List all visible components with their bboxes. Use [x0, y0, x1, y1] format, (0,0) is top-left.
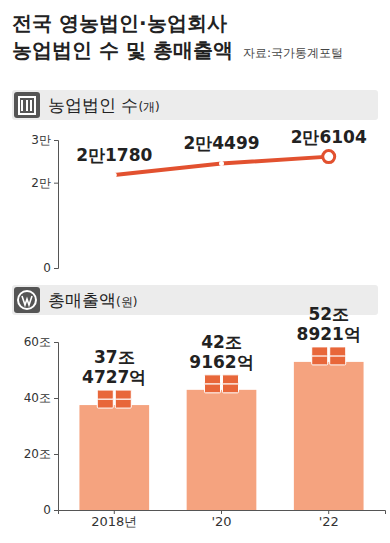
tick: 60조 — [24, 335, 58, 349]
header-title: 농업법인 수(개) — [48, 95, 160, 115]
money-icon — [330, 347, 346, 356]
axis-line — [54, 343, 59, 511]
title-line: 전국 영농법인·농업회사 — [12, 11, 227, 35]
data-label: 37조4727억 — [82, 347, 146, 387]
data-label-line: 52조 — [308, 304, 349, 324]
icon-shape — [22, 296, 32, 305]
money-icon — [97, 390, 113, 399]
data-label: 2만6104 — [291, 127, 367, 147]
money-icon — [223, 384, 239, 393]
money-icon — [115, 399, 131, 408]
plot-area — [79, 362, 363, 510]
tick: 0 — [43, 261, 58, 275]
tick-label: 2만 — [31, 176, 51, 190]
icon-shape — [21, 100, 23, 111]
tick-label: 20조 — [24, 447, 51, 461]
money-icon — [205, 384, 221, 393]
money-icon — [97, 399, 113, 408]
tick-label: 0 — [43, 503, 51, 517]
icon-shape — [19, 97, 35, 114]
axis-unit: (개) — [138, 100, 159, 114]
tick-label: 3만 — [31, 133, 51, 147]
source: 자료:국가통계포털 — [243, 46, 343, 60]
tick: 20조 — [24, 447, 58, 461]
tick-label: '22 — [319, 514, 339, 529]
marker — [112, 173, 117, 178]
money-icon — [115, 390, 131, 399]
chart-title: 총매출액 — [48, 290, 116, 310]
marker — [323, 151, 335, 163]
icon-shape — [30, 100, 32, 111]
tick-label: 2018년 — [91, 514, 137, 529]
money-icon — [205, 375, 221, 384]
data-label-line: 37조 — [94, 347, 135, 367]
tick: 2018년 — [91, 510, 137, 529]
tick: '22 — [319, 510, 339, 529]
data-label: 2만4499 — [183, 133, 259, 153]
tick: 40조 — [24, 391, 58, 405]
data-label: 52조8921억 — [297, 304, 361, 344]
header-icon — [14, 287, 40, 313]
marker — [219, 161, 224, 166]
chart-title: 농업법인 수 — [48, 95, 138, 115]
money-icon — [223, 375, 239, 384]
tick-mark — [54, 268, 58, 269]
header-icon — [14, 92, 40, 118]
money-icon — [312, 356, 328, 365]
title-line: 농업법인 수 및 총매출액 — [12, 38, 233, 62]
tick-mark — [54, 183, 58, 184]
tick-mark — [54, 510, 58, 511]
data-label: 2만1780 — [76, 145, 152, 165]
icon-shape — [18, 291, 36, 309]
tick-label: '20 — [211, 514, 231, 529]
header-title: 총매출액(원) — [48, 290, 137, 310]
x-axis: 2018년 '20 '22 — [59, 510, 386, 529]
section-header: 농업법인 수(개) — [12, 90, 378, 120]
data-label-line: 42조 — [201, 332, 242, 352]
header-bg — [12, 90, 378, 120]
data-label-line: 9162억 — [189, 352, 253, 372]
tick: 0 — [43, 503, 58, 517]
axis-unit: (원) — [116, 295, 137, 309]
icon-shape — [26, 100, 28, 111]
y-axis: 0 2만 3만 — [31, 133, 58, 275]
bar — [187, 390, 257, 510]
data-label: 42조9162억 — [189, 332, 253, 372]
tick-label: 0 — [43, 261, 51, 275]
tick-mark — [54, 342, 58, 343]
tick-mark — [54, 398, 58, 399]
tick: '20 — [211, 510, 231, 529]
axis-line — [54, 141, 59, 269]
tick-label: 60조 — [24, 335, 51, 349]
tick-mark — [54, 140, 58, 141]
y-axis: 0 20조 40조 60조 — [24, 335, 59, 517]
data-label-line: 8921억 — [297, 324, 361, 344]
tick-mark — [54, 454, 58, 455]
tick-label: 40조 — [24, 391, 51, 405]
money-icon — [330, 356, 346, 365]
chart-root: 전국 영농법인·농업회사농업법인 수 및 총매출액자료:국가통계포털농업법인 수… — [0, 0, 390, 543]
bar — [294, 362, 364, 510]
bar — [79, 405, 149, 510]
data-label-line: 4727억 — [82, 367, 146, 387]
tick: 2만 — [31, 176, 58, 190]
title: 전국 영농법인·농업회사농업법인 수 및 총매출액 — [12, 11, 233, 62]
tick: 3만 — [31, 133, 58, 147]
money-icon — [312, 347, 328, 356]
